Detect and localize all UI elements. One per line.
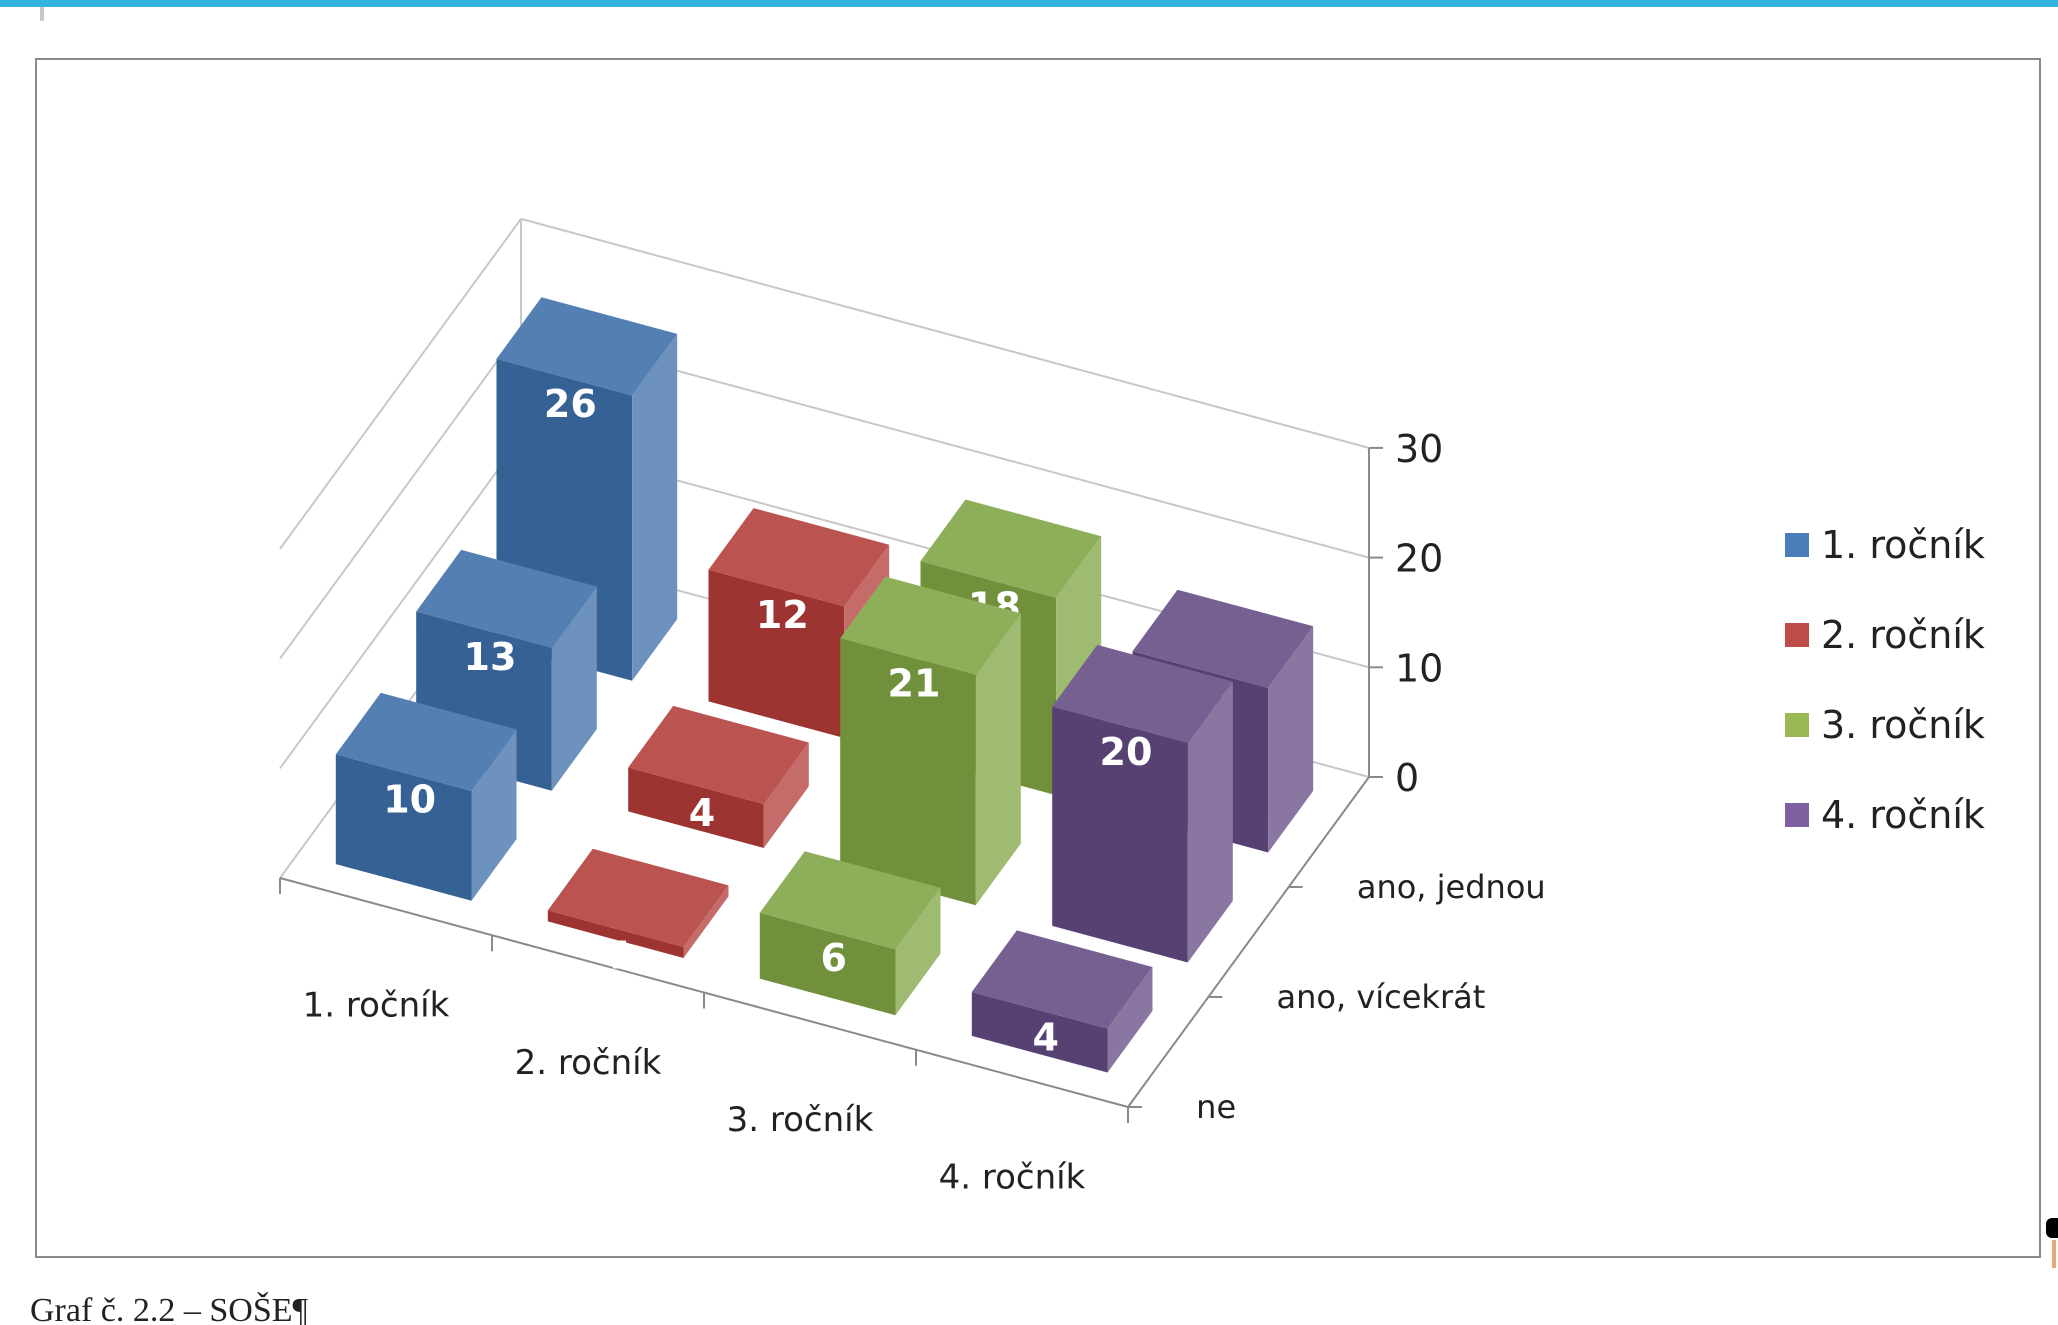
bar-side-face [763,742,809,848]
bar-data-label: 10 [383,778,436,822]
bar-top-face [971,930,1153,1029]
back-wall-gridline [520,217,1370,449]
legend-swatch-1 [1785,533,1809,557]
bar-top-face [759,851,941,950]
legend-label-1: 1. ročník [1821,523,1985,567]
legend-item-4: 4. ročník [1785,770,2015,860]
bar-side-face [975,613,1021,906]
legend-swatch-2 [1785,623,1809,647]
category-tick-label: 1. ročník [303,986,450,1026]
bar-side-face [895,887,941,1016]
category-tick-label: 4. ročník [939,1157,1086,1197]
value-tick-label: 20 [1395,537,1443,581]
legend-swatch-3 [1785,713,1809,737]
side-wall-gridline [279,328,522,660]
bar-top-face [1132,589,1314,688]
bar-top-face [335,692,517,791]
value-tick-label: 30 [1395,427,1443,471]
bar-front-face [547,910,684,958]
legend-swatch-4 [1785,803,1809,827]
legend-item-2: 2. ročník [1785,590,2015,680]
value-tick-label: 10 [1395,646,1443,690]
bar-side-face [632,333,678,681]
bar-data-label: 12 [756,593,809,637]
anchor-mark [2046,1218,2058,1238]
depth-tick-label: ne [1196,1088,1236,1126]
bar-data-label: 20 [1100,730,1153,774]
bar-data-label: 4 [689,791,715,835]
chart-caption: Graf č. 2.2 – SOŠE¶ [30,1292,308,1325]
category-tick-label: 2. ročník [515,1043,662,1083]
legend-label-4: 4. ročník [1821,793,1985,837]
bar-front-face [335,754,472,901]
bar-top-face [708,508,890,607]
bar-top-face [496,297,678,396]
bar-side-face [683,885,729,958]
bar-side-face [1187,681,1233,963]
legend-label-3: 3. ročník [1821,703,1985,747]
bar-side-face [551,586,597,791]
bar-side-face [471,729,517,901]
bar-front-face [708,569,845,738]
bar-top-face [416,549,597,649]
bar-data-label: 26 [544,382,597,426]
bar-top-face [547,848,729,947]
bar-side-face [1107,967,1153,1073]
bar-top-face [840,576,1021,675]
bar-data-label: 4 [1032,1015,1058,1059]
value-tick-label: 0 [1395,756,1419,800]
side-wall-gridline [279,218,522,550]
bar-front-face [971,992,1108,1073]
window-top-bar [0,0,2058,7]
depth-axis-line [1127,776,1370,1108]
text-cursor [40,7,44,21]
bar-front-face [840,638,976,906]
bar-data-label: 6 [820,936,846,980]
chart-legend: 1. ročník 2. ročník 3. ročník 4. ročník [1785,500,2015,860]
bar-top-face [1052,644,1233,744]
resize-tick [2052,1240,2056,1268]
side-wall-gridline [279,437,522,769]
bar-front-face [1052,706,1188,963]
legend-item-1: 1. ročník [1785,500,2015,590]
legend-item-3: 3. ročník [1785,680,2015,770]
bar-top-face [920,499,1102,598]
depth-tick-label: ano, vícekrát [1277,978,1486,1016]
bar-front-face [759,912,896,1016]
depth-tick-label: ano, jednou [1357,868,1546,906]
category-tick-label: 3. ročník [727,1100,874,1140]
legend-label-2: 2. ročník [1821,613,1985,657]
bar-data-label: 1 [608,934,634,978]
bar-data-label: 13 [464,635,517,679]
bar-data-label: 21 [888,662,941,706]
bar-front-face [628,767,764,848]
bar-side-face [1268,626,1314,853]
bar-top-face [628,705,809,805]
